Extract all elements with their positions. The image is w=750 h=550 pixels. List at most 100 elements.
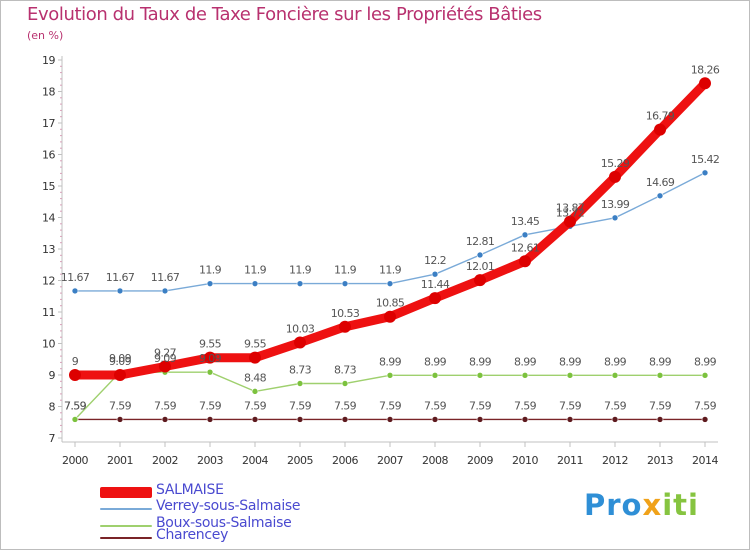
- data-point: [656, 416, 664, 423]
- data-point: [701, 416, 709, 423]
- data-label: 9.09: [154, 352, 177, 365]
- data-point: [564, 215, 576, 228]
- data-point: [71, 287, 79, 295]
- data-point: [701, 372, 709, 379]
- data-label: 7.59: [514, 399, 537, 412]
- data-point: [386, 372, 394, 379]
- y-tick-label: 10: [42, 338, 55, 351]
- data-point: [521, 416, 529, 423]
- data-label: 13.72: [556, 206, 585, 219]
- data-point: [521, 231, 529, 239]
- data-point: [296, 416, 304, 423]
- data-label: 12.01: [466, 260, 495, 273]
- data-label: 8.48: [244, 371, 267, 384]
- y-tick-label: 18: [42, 86, 55, 99]
- data-point: [611, 416, 619, 423]
- data-label: 10.53: [331, 307, 360, 320]
- data-point: [159, 360, 171, 373]
- data-label: 7.59: [289, 399, 312, 412]
- logo-part: iti: [662, 488, 699, 522]
- data-label: 9.09: [109, 355, 132, 368]
- data-point: [656, 372, 664, 379]
- data-label: 8.99: [379, 355, 402, 368]
- legend-swatch-boux: [100, 525, 152, 527]
- legend-label: Verrey-sous-Salmaise: [156, 498, 301, 514]
- data-label: 18.26: [691, 63, 720, 76]
- data-label: 8.99: [424, 355, 447, 368]
- data-label: 7.59: [109, 399, 132, 412]
- data-label: 8.99: [649, 355, 672, 368]
- data-point: [116, 287, 124, 295]
- data-point: [431, 270, 439, 278]
- data-point: [114, 369, 126, 381]
- data-label: 11.9: [199, 264, 222, 277]
- data-label: 8.99: [559, 355, 582, 368]
- data-label: 7.59: [64, 399, 87, 412]
- data-label: 8.99: [604, 355, 627, 368]
- data-label: 7.59: [559, 399, 582, 412]
- data-label: 10.85: [376, 297, 405, 310]
- x-tick-label: 2007: [377, 454, 403, 467]
- legend-swatch-salmaise: [100, 487, 152, 498]
- data-label: 7.59: [469, 399, 492, 412]
- x-tick-label: 2014: [692, 454, 718, 467]
- data-label: 7.59: [379, 399, 402, 412]
- data-point: [296, 280, 304, 287]
- data-point: [566, 372, 574, 379]
- data-label: 13.87: [556, 202, 585, 215]
- data-point: [386, 280, 394, 287]
- logo-part: x: [642, 488, 663, 522]
- data-point: [294, 336, 306, 349]
- data-point: [206, 280, 214, 287]
- logo-part: Pro: [584, 488, 643, 522]
- data-label: 12.61: [511, 241, 540, 254]
- unit-label: (en %): [27, 29, 64, 42]
- data-label: 11.9: [379, 264, 402, 277]
- y-tick-label: 9: [49, 369, 56, 382]
- proxiti-logo: Proxiti: [584, 488, 699, 522]
- data-label: 13.45: [511, 215, 540, 228]
- chart-value-labels: 7.59 7.59 7.59 7.59 7.59 7.59 7.59 7.59 7.59 7.59…: [61, 63, 721, 412]
- data-label: 8.99: [694, 355, 717, 368]
- data-label: 16.79: [646, 110, 675, 123]
- data-point: [251, 280, 259, 287]
- data-label: 9.27: [154, 346, 177, 359]
- data-label: 15.29: [601, 157, 630, 170]
- data-label: 7.59: [64, 399, 87, 412]
- chart-title: Evolution du Taux de Taxe Foncière sur l…: [27, 4, 542, 25]
- data-label: 9: [72, 355, 79, 368]
- data-label: 8.99: [514, 355, 537, 368]
- data-point: [431, 372, 439, 379]
- chart-axes: 7 8 9 10 11 12 13 14 15 16 17 18 19 2000 2001 2002 2003 2…: [42, 54, 719, 467]
- data-point: [431, 416, 439, 423]
- y-tick-label: 11: [42, 306, 55, 319]
- data-point: [69, 369, 81, 381]
- y-tick-label: 13: [42, 243, 55, 256]
- y-tick-label: 7: [49, 432, 56, 445]
- data-label: 8.73: [289, 364, 312, 377]
- data-point: [654, 123, 666, 136]
- data-label: 11.67: [106, 271, 135, 284]
- data-label: 9.55: [199, 338, 222, 351]
- data-label: 12.81: [466, 235, 495, 248]
- data-point: [609, 170, 621, 183]
- data-point: [701, 169, 709, 177]
- x-tick-label: 2006: [332, 454, 358, 467]
- data-point: [386, 416, 394, 423]
- x-tick-label: 2002: [152, 454, 178, 467]
- data-point: [341, 280, 349, 287]
- data-label: 10.03: [286, 323, 315, 336]
- data-label: 7.59: [649, 399, 672, 412]
- data-point: [656, 192, 664, 200]
- data-label: 9.09: [109, 352, 132, 365]
- data-point: [384, 310, 396, 323]
- data-point: [339, 320, 351, 333]
- data-label: 8.99: [469, 355, 492, 368]
- x-tick-label: 2005: [287, 454, 313, 467]
- data-label: 11.9: [289, 264, 312, 277]
- data-point: [519, 255, 531, 268]
- data-label: 9.55: [244, 338, 267, 351]
- data-point: [474, 274, 486, 287]
- x-tick-label: 2012: [602, 454, 628, 467]
